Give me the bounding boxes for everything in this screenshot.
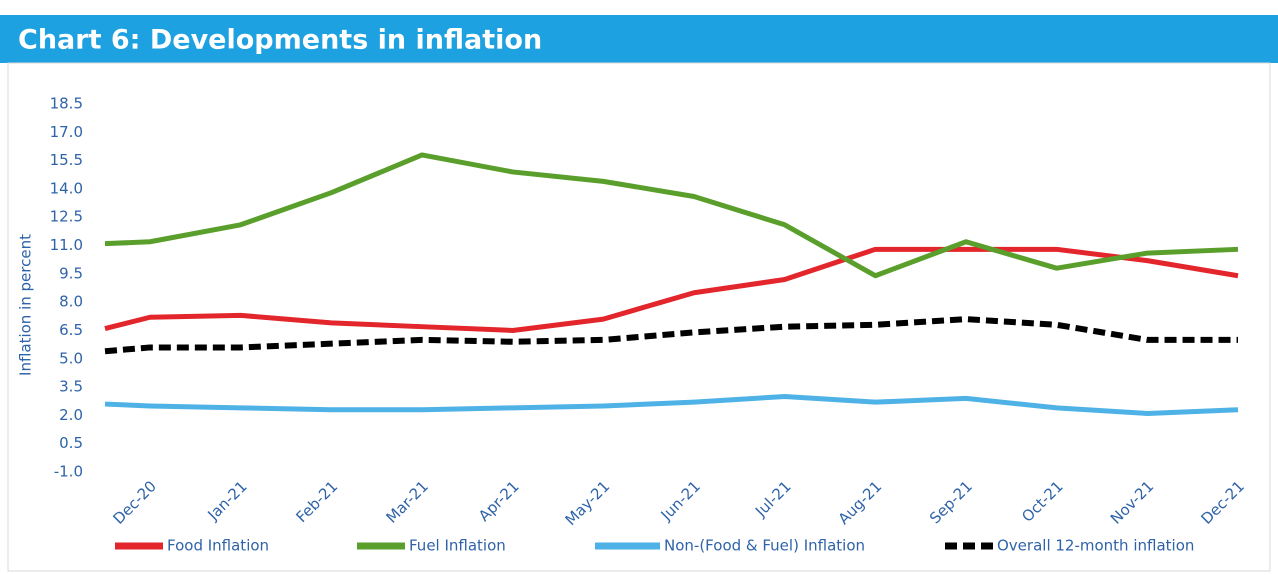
y-tick-label: 11.0 <box>50 236 83 254</box>
x-tick-label: Dec-21 <box>1197 477 1248 528</box>
frame <box>7 62 1271 572</box>
legend-label: Overall 12-month inflation <box>997 537 1194 555</box>
series-line <box>104 394 1239 416</box>
x-tick-label: Nov-21 <box>1107 477 1157 527</box>
y-tick-label: -1.0 <box>54 463 83 481</box>
x-tick-label: Jan-21 <box>204 477 251 524</box>
y-tick-label: 18.5 <box>50 95 83 113</box>
y-tick-label: 5.0 <box>59 349 83 367</box>
y-tick-label: 3.5 <box>59 378 83 396</box>
x-tick-label: Sep-21 <box>926 477 976 527</box>
x-tick-label: Apr-21 <box>475 477 523 525</box>
y-tick-label: 2.0 <box>59 406 83 424</box>
y-tick-label: 6.5 <box>59 321 83 339</box>
y-axis-label: Inflation in percent <box>17 234 35 376</box>
legend-label: Non-(Food & Fuel) Inflation <box>664 537 865 555</box>
x-tick-label: Jul-21 <box>751 477 795 521</box>
series-line <box>104 246 1239 333</box>
series-line <box>104 316 1238 355</box>
x-tick-label: Jun-21 <box>657 477 704 524</box>
header-bar <box>0 15 1278 63</box>
x-tick-label: Oct-21 <box>1018 477 1066 525</box>
series-line <box>104 152 1239 279</box>
chart-title: Chart 6: Developments in inflation <box>18 25 542 56</box>
x-tick-label: Aug-21 <box>835 477 886 528</box>
x-tick-label: May-21 <box>562 477 614 529</box>
x-tick-label: Mar-21 <box>383 477 432 526</box>
y-tick-label: 8.0 <box>59 293 83 311</box>
legend-label: Food Inflation <box>167 537 269 555</box>
y-tick-label: 15.5 <box>50 151 83 169</box>
legend-label: Fuel Inflation <box>409 537 506 555</box>
x-tick-label: Dec-20 <box>109 477 160 528</box>
y-tick-label: 12.5 <box>50 208 83 226</box>
x-tick-label: Feb-21 <box>293 477 342 526</box>
y-tick-label: 9.5 <box>59 264 83 282</box>
y-tick-label: 0.5 <box>59 434 83 452</box>
y-tick-label: 17.0 <box>50 123 83 141</box>
y-tick-label: 14.0 <box>50 179 83 197</box>
